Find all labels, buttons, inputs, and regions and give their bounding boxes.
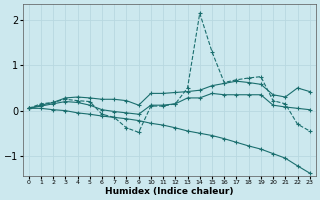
X-axis label: Humidex (Indice chaleur): Humidex (Indice chaleur): [105, 187, 234, 196]
